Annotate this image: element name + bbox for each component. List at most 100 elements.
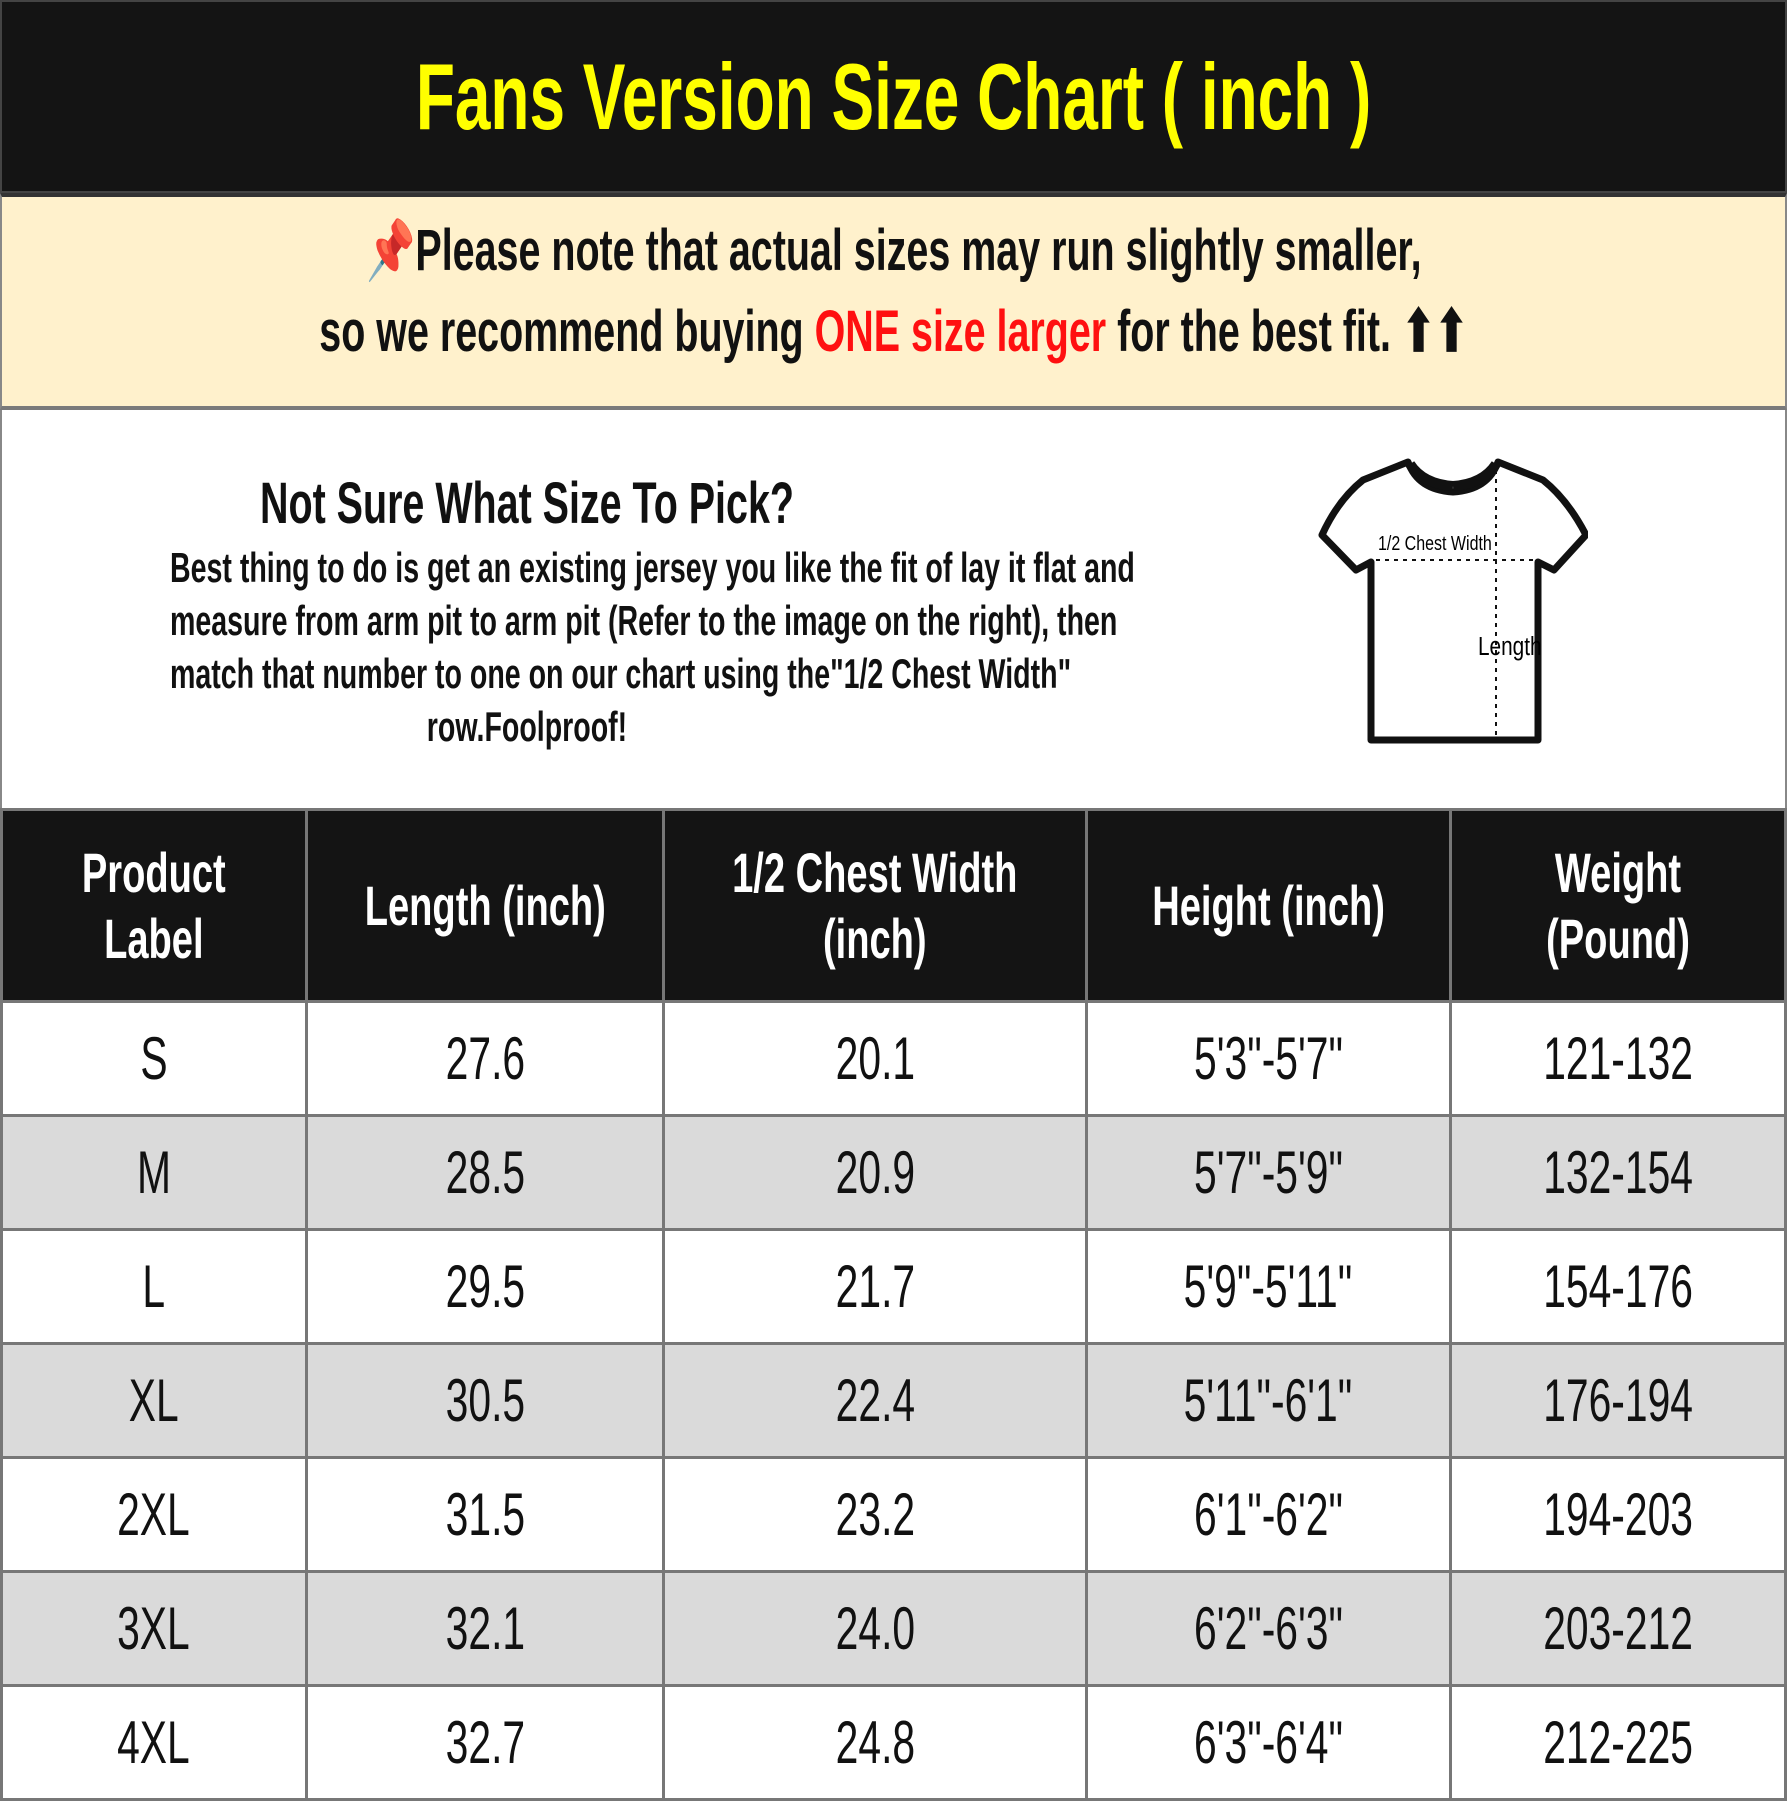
cell-value: 203-212 bbox=[1543, 1595, 1693, 1662]
cell-value: 27.6 bbox=[445, 1025, 525, 1092]
help-heading: Not Sure What Size To Pick? bbox=[260, 471, 794, 536]
cell-value: 32.7 bbox=[445, 1709, 525, 1776]
table-row: 2XL 31.5 23.2 6'1"-6'2" 194-203 bbox=[0, 1456, 1787, 1573]
table-cell: 22.4 bbox=[662, 1342, 1088, 1459]
cell-value: 3XL bbox=[117, 1595, 191, 1662]
cell-value: 24.8 bbox=[835, 1709, 915, 1776]
table-cell: 30.5 bbox=[304, 1342, 666, 1459]
table-row: L 29.5 21.7 5'9"-5'11" 154-176 bbox=[0, 1228, 1787, 1345]
column-header-text: (Pound) bbox=[1546, 906, 1690, 970]
table-row: M 28.5 20.9 5'7"-5'9" 132-154 bbox=[0, 1114, 1787, 1231]
cell-value: 30.5 bbox=[445, 1367, 525, 1434]
column-header-text: Product bbox=[81, 840, 226, 904]
cell-value: 176-194 bbox=[1543, 1367, 1693, 1434]
column-header: Height (inch) bbox=[1084, 808, 1452, 1003]
cell-value: 20.9 bbox=[835, 1139, 915, 1206]
cell-value: 5'11"-6'1" bbox=[1184, 1367, 1353, 1434]
table-cell: 5'9"-5'11" bbox=[1084, 1228, 1452, 1345]
cell-value: M bbox=[136, 1139, 171, 1206]
table-cell: 194-203 bbox=[1448, 1456, 1787, 1573]
table-cell: L bbox=[0, 1228, 308, 1345]
cell-value: 28.5 bbox=[445, 1139, 525, 1206]
page-title: Fans Version Size Chart ( inch ) bbox=[415, 43, 1372, 149]
table-cell: 24.0 bbox=[662, 1570, 1088, 1687]
cell-value: 24.0 bbox=[835, 1595, 915, 1662]
table-row: 4XL 32.7 24.8 6'3"-6'4" 212-225 bbox=[0, 1684, 1787, 1801]
table-cell: 5'11"-6'1" bbox=[1084, 1342, 1452, 1459]
table-cell: 23.2 bbox=[662, 1456, 1088, 1573]
table-cell: 121-132 bbox=[1448, 1000, 1787, 1117]
up-arrows-icon: ⬆⬆ bbox=[1401, 299, 1468, 364]
cell-value: 6'3"-6'4" bbox=[1193, 1709, 1343, 1776]
table-cell: 6'2"-6'3" bbox=[1084, 1570, 1452, 1687]
cell-value: S bbox=[140, 1025, 168, 1092]
cell-value: L bbox=[142, 1253, 166, 1320]
table-row: S 27.6 20.1 5'3"-5'7" 121-132 bbox=[0, 1000, 1787, 1117]
cell-value: 21.7 bbox=[835, 1253, 915, 1320]
size-notice: 📌Please note that actual sizes may run s… bbox=[0, 193, 1787, 410]
chest-label: 1/2 Chest Width bbox=[1378, 532, 1492, 554]
cell-value: 4XL bbox=[117, 1709, 191, 1776]
table-cell: 31.5 bbox=[304, 1456, 666, 1573]
table-cell: 132-154 bbox=[1448, 1114, 1787, 1231]
cell-value: 121-132 bbox=[1543, 1025, 1693, 1092]
help-line: row.Foolproof! bbox=[426, 703, 628, 750]
cell-value: 132-154 bbox=[1543, 1139, 1693, 1206]
table-cell: 20.9 bbox=[662, 1114, 1088, 1231]
column-header-text: Height (inch) bbox=[1152, 873, 1385, 937]
column-header: Length (inch) bbox=[304, 808, 666, 1003]
column-header-text: Label bbox=[104, 906, 204, 970]
table-cell: 32.7 bbox=[304, 1684, 666, 1801]
cell-value: 20.1 bbox=[835, 1025, 915, 1092]
help-line: Best thing to do is get an existing jers… bbox=[170, 544, 1135, 591]
table-cell: 212-225 bbox=[1448, 1684, 1787, 1801]
pushpin-icon: 📌 bbox=[365, 218, 415, 283]
table-cell: 28.5 bbox=[304, 1114, 666, 1231]
table-cell: S bbox=[0, 1000, 308, 1117]
column-header-text: Weight bbox=[1554, 840, 1682, 904]
table-cell: 3XL bbox=[0, 1570, 308, 1687]
size-table: Product Label Length (inch) 1/2 Chest Width… bbox=[0, 808, 1787, 1801]
cell-value: 212-225 bbox=[1543, 1709, 1693, 1776]
notice-line-2b: for the best fit. bbox=[1105, 299, 1402, 364]
notice-line-1: Please note that actual sizes may run sl… bbox=[414, 218, 1422, 283]
cell-value: 2XL bbox=[117, 1481, 191, 1548]
cell-value: 31.5 bbox=[445, 1481, 525, 1548]
cell-value: 194-203 bbox=[1543, 1481, 1693, 1548]
table-cell: XL bbox=[0, 1342, 308, 1459]
table-cell: 21.7 bbox=[662, 1228, 1088, 1345]
cell-value: 5'9"-5'11" bbox=[1184, 1253, 1353, 1320]
table-cell: 6'3"-6'4" bbox=[1084, 1684, 1452, 1801]
column-header: 1/2 Chest Width (inch) bbox=[662, 808, 1088, 1003]
table-cell: 5'3"-5'7" bbox=[1084, 1000, 1452, 1117]
column-header-text: 1/2 Chest Width bbox=[732, 840, 1018, 904]
table-cell: 4XL bbox=[0, 1684, 308, 1801]
cell-value: 6'1"-6'2" bbox=[1193, 1481, 1343, 1548]
table-cell: 32.1 bbox=[304, 1570, 666, 1687]
cell-value: 154-176 bbox=[1543, 1253, 1693, 1320]
cell-value: 29.5 bbox=[445, 1253, 525, 1320]
table-cell: 5'7"-5'9" bbox=[1084, 1114, 1452, 1231]
table-cell: 20.1 bbox=[662, 1000, 1088, 1117]
table-cell: M bbox=[0, 1114, 308, 1231]
tshirt-diagram-icon: 1/2 Chest Width Length bbox=[1318, 458, 1588, 744]
title-banner: Fans Version Size Chart ( inch ) bbox=[0, 0, 1787, 193]
table-cell: 203-212 bbox=[1448, 1570, 1787, 1687]
cell-value: 32.1 bbox=[445, 1595, 525, 1662]
length-label: Length bbox=[1478, 632, 1542, 661]
cell-value: 6'2"-6'3" bbox=[1193, 1595, 1343, 1662]
size-help: Not Sure What Size To Pick? Best thing t… bbox=[0, 410, 1787, 808]
table-cell: 27.6 bbox=[304, 1000, 666, 1117]
cell-value: 23.2 bbox=[835, 1481, 915, 1548]
table-cell: 154-176 bbox=[1448, 1228, 1787, 1345]
table-row: 3XL 32.1 24.0 6'2"-6'3" 203-212 bbox=[0, 1570, 1787, 1687]
help-line: measure from arm pit to arm pit (Refer t… bbox=[170, 597, 1118, 644]
cell-value: XL bbox=[128, 1367, 179, 1434]
cell-value: 5'7"-5'9" bbox=[1193, 1139, 1343, 1206]
notice-line-2a: so we recommend buying bbox=[319, 299, 815, 364]
table-row: XL 30.5 22.4 5'11"-6'1" 176-194 bbox=[0, 1342, 1787, 1459]
column-header: Product Label bbox=[0, 808, 308, 1003]
table-cell: 2XL bbox=[0, 1456, 308, 1573]
cell-value: 22.4 bbox=[835, 1367, 915, 1434]
table-cell: 6'1"-6'2" bbox=[1084, 1456, 1452, 1573]
